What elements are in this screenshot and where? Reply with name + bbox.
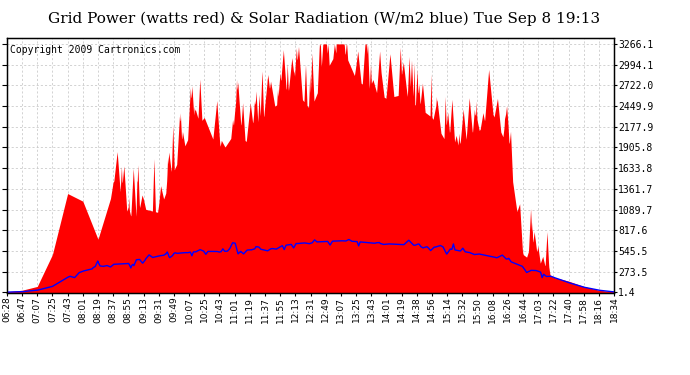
Text: Grid Power (watts red) & Solar Radiation (W/m2 blue) Tue Sep 8 19:13: Grid Power (watts red) & Solar Radiation… (48, 11, 600, 26)
Text: Copyright 2009 Cartronics.com: Copyright 2009 Cartronics.com (10, 45, 180, 55)
